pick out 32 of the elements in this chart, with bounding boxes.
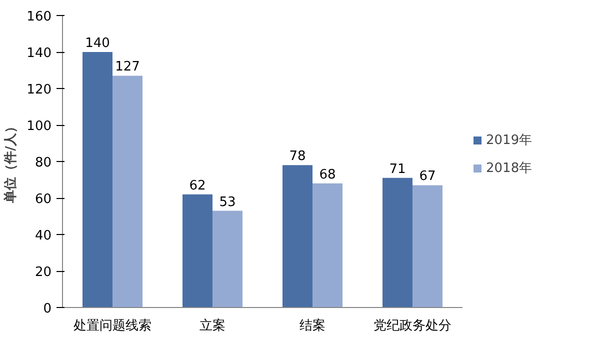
data-label: 67 [419, 169, 436, 184]
y-axis-title: 单位（件/人） [2, 120, 19, 204]
data-label: 53 [219, 194, 236, 210]
data-label: 127 [115, 60, 140, 75]
bar [282, 165, 312, 308]
bar [182, 194, 212, 308]
y-tick-label: 0 [43, 302, 52, 316]
bar [212, 210, 242, 308]
data-label: 62 [189, 178, 206, 194]
y-tick-label: 140 [26, 46, 52, 61]
bar [412, 185, 442, 308]
y-tick-label: 120 [26, 82, 52, 98]
y-tick-label: 60 [34, 192, 52, 207]
bar [82, 52, 112, 308]
x-tick-label: 党纪政务处分 [374, 318, 452, 334]
y-tick-label: 160 [26, 10, 52, 24]
y-tick-label: 40 [34, 228, 52, 244]
x-tick-label: 立案 [200, 318, 226, 334]
y-tick-label: 20 [34, 265, 52, 280]
x-tick-label: 结案 [300, 318, 326, 334]
x-tick-label: 处置问题线索 [74, 318, 152, 334]
legend-label: 2019年 [486, 132, 532, 149]
bar [312, 183, 342, 308]
data-label: 78 [289, 149, 306, 164]
bar [112, 76, 142, 308]
y-tick-label: 100 [26, 119, 52, 134]
data-label: 140 [85, 36, 110, 51]
y-tick-label: 80 [34, 156, 52, 170]
data-label: 68 [319, 167, 336, 182]
legend-label: 2018年 [486, 160, 532, 177]
bar [382, 178, 412, 308]
data-label: 71 [389, 162, 406, 177]
